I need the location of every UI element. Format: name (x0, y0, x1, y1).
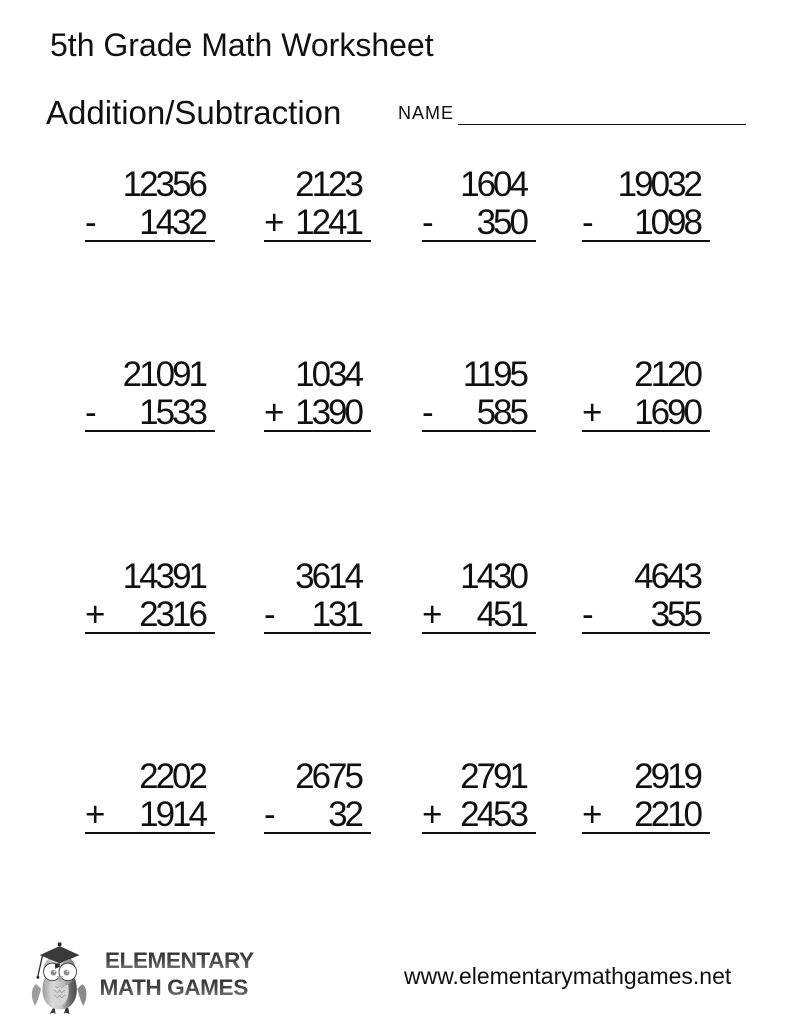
svg-text:ELEMENTARY: ELEMENTARY (105, 948, 254, 973)
svg-text:MATH GAMES: MATH GAMES (99, 975, 248, 1000)
